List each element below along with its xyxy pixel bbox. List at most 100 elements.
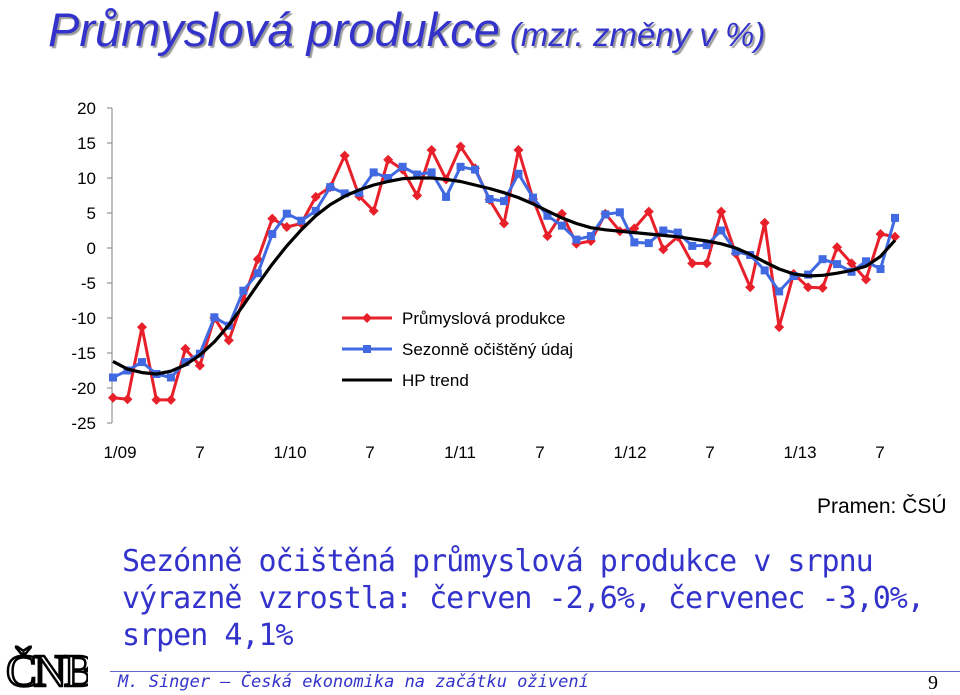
data-point bbox=[456, 162, 465, 171]
x-tick-label: 7 bbox=[705, 443, 714, 462]
data-point bbox=[861, 274, 872, 285]
x-tick-label: 1/11 bbox=[444, 443, 476, 462]
footer-text: M. Singer – Česká ekonomika na začátku o… bbox=[118, 672, 589, 692]
data-point bbox=[774, 322, 785, 333]
data-point bbox=[137, 358, 146, 367]
headline-line-3: srpen 4,1% bbox=[122, 618, 294, 653]
data-point bbox=[717, 226, 726, 235]
data-point bbox=[875, 229, 886, 239]
data-point bbox=[803, 282, 814, 293]
headline-line-1: Sezónně očištěná průmyslová produkce v s… bbox=[122, 544, 874, 579]
data-point bbox=[180, 343, 191, 354]
x-tick-label: 1/09 bbox=[103, 443, 136, 462]
data-point bbox=[731, 247, 740, 256]
data-point bbox=[701, 258, 712, 269]
y-tick-label: -25 bbox=[71, 414, 96, 433]
data-point bbox=[876, 265, 885, 273]
data-point bbox=[108, 392, 118, 403]
data-point bbox=[485, 195, 494, 203]
data-point bbox=[760, 266, 769, 275]
data-point bbox=[252, 254, 263, 265]
cnb-logo: ČNB bbox=[5, 644, 88, 692]
data-point bbox=[326, 183, 335, 192]
data-point bbox=[702, 241, 711, 250]
data-point bbox=[818, 255, 827, 264]
data-point bbox=[832, 242, 843, 253]
legend-label: HP trend bbox=[402, 371, 469, 390]
data-point bbox=[413, 170, 422, 179]
data-point bbox=[136, 322, 147, 333]
data-point bbox=[688, 241, 697, 250]
data-point bbox=[281, 222, 292, 232]
data-point bbox=[775, 287, 784, 296]
x-tick-label: 1/12 bbox=[613, 443, 646, 462]
data-point bbox=[384, 174, 393, 182]
data-point bbox=[455, 141, 466, 152]
data-point bbox=[890, 231, 900, 242]
data-point bbox=[659, 226, 668, 235]
y-tick-label: 10 bbox=[77, 169, 96, 188]
y-tick-label: -10 bbox=[71, 309, 96, 328]
data-point bbox=[412, 190, 423, 201]
data-point bbox=[891, 213, 899, 222]
x-tick-label: 7 bbox=[195, 443, 204, 462]
data-point bbox=[716, 206, 727, 217]
line-chart: 20 15 10 5 0 -5 -10 -15 -20 -25 1/09 7 1/10 7 1/11 7 1/1… bbox=[71, 99, 900, 462]
legend-marker bbox=[363, 345, 371, 353]
data-point bbox=[528, 193, 537, 202]
data-point bbox=[601, 210, 610, 219]
page-number: 9 bbox=[928, 672, 938, 694]
x-tick-label: 7 bbox=[875, 443, 884, 462]
data-point bbox=[426, 145, 437, 155]
source-note: Pramen: ČSÚ bbox=[817, 495, 947, 518]
data-point bbox=[543, 211, 552, 220]
series-line-1 bbox=[112, 145, 896, 402]
data-point bbox=[542, 231, 553, 242]
data-point bbox=[223, 335, 234, 346]
data-point bbox=[789, 272, 798, 280]
x-tick-label: 1/10 bbox=[273, 443, 306, 462]
data-point bbox=[644, 239, 653, 248]
data-point bbox=[846, 258, 857, 269]
svg-text:ČNB: ČNB bbox=[6, 645, 88, 692]
data-point bbox=[427, 168, 436, 177]
legend-marker bbox=[362, 313, 372, 323]
data-point bbox=[165, 394, 176, 405]
data-point bbox=[615, 208, 624, 217]
data-point bbox=[442, 192, 451, 201]
data-point bbox=[500, 197, 508, 206]
y-tick-label: 5 bbox=[87, 204, 96, 223]
data-point bbox=[267, 213, 278, 224]
data-point bbox=[833, 260, 842, 269]
data-point bbox=[398, 162, 407, 171]
data-point bbox=[239, 286, 248, 295]
footer-divider bbox=[110, 671, 960, 672]
x-tick-label: 7 bbox=[535, 443, 544, 462]
y-tick-label: -15 bbox=[71, 344, 96, 363]
title-main: Průmyslová produkce bbox=[48, 3, 500, 56]
data-point bbox=[369, 168, 378, 177]
data-point bbox=[572, 235, 581, 244]
data-point bbox=[513, 145, 524, 155]
data-point bbox=[817, 282, 828, 293]
data-point bbox=[297, 216, 306, 225]
data-point bbox=[166, 373, 175, 382]
data-point bbox=[658, 244, 669, 255]
data-point bbox=[268, 230, 277, 238]
y-tick-label: 0 bbox=[87, 239, 96, 258]
title-subtitle: (mzr. změny v %) bbox=[509, 16, 766, 53]
data-point bbox=[282, 209, 291, 218]
data-point bbox=[586, 232, 595, 241]
headline-line-2: výrazně vzrostla: červen -2,6%, červenec… bbox=[122, 581, 925, 616]
x-tick-label: 1/13 bbox=[783, 443, 816, 462]
data-point bbox=[253, 269, 262, 278]
data-point bbox=[340, 189, 349, 198]
data-point bbox=[122, 394, 133, 405]
y-tick-label: -5 bbox=[81, 274, 96, 293]
data-point bbox=[759, 217, 770, 228]
y-tick-label: 15 bbox=[77, 134, 96, 153]
data-point bbox=[643, 206, 654, 217]
headline-text: Sezónně očištěná průmyslová produkce v s… bbox=[122, 543, 952, 654]
data-point bbox=[557, 221, 566, 230]
data-point bbox=[471, 165, 480, 174]
